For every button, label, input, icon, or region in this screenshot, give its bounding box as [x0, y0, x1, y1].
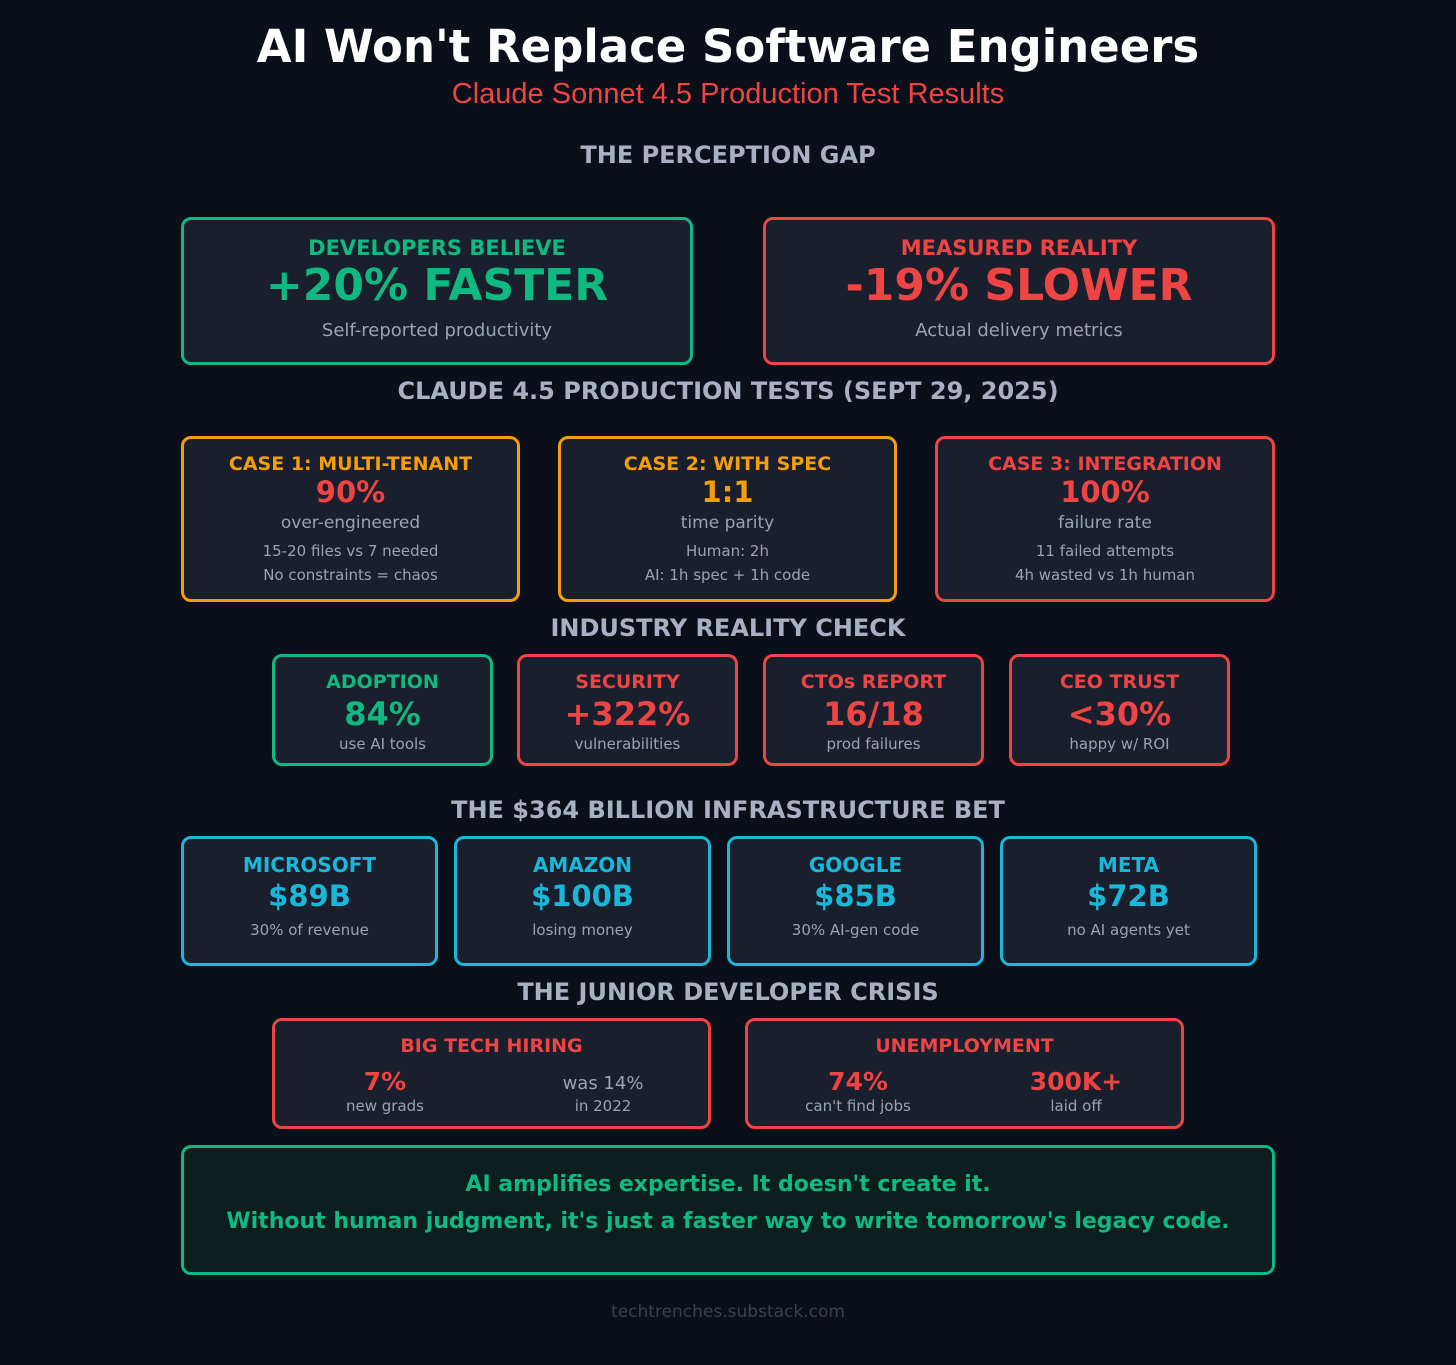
section-title-perception: THE PERCEPTION GAP — [580, 141, 876, 169]
stat-card-ctos: CTOs REPORT 16/18 prod failures — [763, 654, 984, 766]
case-detail: No constraints = chaos — [263, 566, 438, 584]
stat-card-ceo-trust: CEO TRUST <30% happy w/ ROI — [1009, 654, 1230, 766]
card-value: -19% SLOWER — [845, 260, 1193, 311]
case-detail: 4h wasted vs 1h human — [1014, 566, 1196, 584]
stat-label: CEO TRUST — [1059, 671, 1180, 693]
card-label: UNEMPLOYMENT — [875, 1035, 1054, 1057]
company-desc: 30% of revenue — [250, 921, 369, 939]
company-value: $85B — [814, 879, 897, 913]
stat-label: ADOPTION — [326, 671, 439, 693]
footer-credit: techtrenches.substack.com — [611, 1302, 845, 1322]
card-label: DEVELOPERS BELIEVE — [308, 236, 566, 260]
company-card-amazon: AMAZON $100B losing money — [454, 836, 711, 966]
page-subtitle: Claude Sonnet 4.5 Production Test Result… — [451, 78, 1005, 110]
stat-value: 84% — [344, 695, 421, 733]
stat-card-security: SECURITY +322% vulnerabilities — [517, 654, 738, 766]
stat-value: +322% — [564, 695, 691, 733]
case-label: CASE 3: INTEGRATION — [988, 453, 1222, 475]
card-note: Actual delivery metrics — [915, 320, 1123, 341]
unemployment-value-right: 300K+ — [1029, 1067, 1123, 1096]
section-title-infra: THE $364 BILLION INFRASTRUCTURE BET — [451, 796, 1005, 824]
stat-desc: vulnerabilities — [574, 735, 681, 753]
company-label: AMAZON — [532, 853, 633, 877]
case-detail: Human: 2h — [686, 542, 769, 560]
conclusion-line-1: AI amplifies expertise. It doesn't creat… — [465, 1172, 991, 1197]
case-card-2: CASE 2: WITH SPEC 1:1 time parity Human:… — [558, 436, 897, 602]
card-developers-believe: DEVELOPERS BELIEVE +20% FASTER Self-repo… — [181, 217, 693, 365]
section-title-tests: CLAUDE 4.5 PRODUCTION TESTS (SEPT 29, 20… — [397, 377, 1059, 405]
case-value: 1:1 — [701, 475, 754, 509]
card-unemployment: UNEMPLOYMENT 74% can't find jobs 300K+ l… — [745, 1018, 1184, 1129]
case-detail: AI: 1h spec + 1h code — [644, 566, 811, 584]
hiring-desc-right: in 2022 — [574, 1097, 632, 1115]
case-desc: time parity — [680, 513, 775, 533]
hiring-value-left: 7% — [363, 1067, 407, 1096]
company-card-microsoft: MICROSOFT $89B 30% of revenue — [181, 836, 438, 966]
company-desc: no AI agents yet — [1067, 921, 1190, 939]
stat-card-adoption: ADOPTION 84% use AI tools — [272, 654, 493, 766]
company-desc: losing money — [532, 921, 633, 939]
hiring-value-right: was 14% — [562, 1073, 644, 1094]
company-value: $100B — [531, 879, 634, 913]
conclusion-line-2: Without human judgment, it's just a fast… — [226, 1209, 1230, 1234]
case-card-3: CASE 3: INTEGRATION 100% failure rate 11… — [935, 436, 1275, 602]
company-card-google: GOOGLE $85B 30% AI-gen code — [727, 836, 984, 966]
case-detail: 15-20 files vs 7 needed — [262, 542, 439, 560]
stat-desc: happy w/ ROI — [1069, 735, 1170, 753]
conclusion-box: AI amplifies expertise. It doesn't creat… — [181, 1145, 1275, 1275]
card-value: +20% FASTER — [265, 260, 609, 311]
stat-desc: use AI tools — [339, 735, 426, 753]
stat-desc: prod failures — [826, 735, 921, 753]
company-desc: 30% AI-gen code — [791, 921, 920, 939]
card-measured-reality: MEASURED REALITY -19% SLOWER Actual deli… — [763, 217, 1275, 365]
company-value: $89B — [268, 879, 351, 913]
hiring-desc-left: new grads — [346, 1097, 424, 1115]
case-label: CASE 2: WITH SPEC — [623, 453, 832, 475]
page-title: AI Won't Replace Software Engineers — [256, 20, 1200, 73]
company-card-meta: META $72B no AI agents yet — [1000, 836, 1257, 966]
company-value: $72B — [1087, 879, 1170, 913]
case-desc: failure rate — [1058, 513, 1152, 533]
case-value: 100% — [1060, 475, 1150, 509]
stat-value: <30% — [1067, 695, 1172, 733]
unemployment-desc-left: can't find jobs — [805, 1097, 911, 1115]
case-detail: 11 failed attempts — [1035, 542, 1175, 560]
case-value: 90% — [315, 475, 386, 509]
case-card-1: CASE 1: MULTI-TENANT 90% over-engineered… — [181, 436, 520, 602]
company-label: META — [1097, 853, 1160, 877]
stat-label: CTOs REPORT — [800, 671, 947, 693]
stat-label: SECURITY — [575, 671, 680, 693]
unemployment-value-left: 74% — [828, 1067, 888, 1096]
stat-value: 16/18 — [823, 695, 924, 733]
card-label: BIG TECH HIRING — [400, 1035, 583, 1057]
company-label: MICROSOFT — [242, 853, 377, 877]
card-big-tech-hiring: BIG TECH HIRING 7% new grads was 14% in … — [272, 1018, 711, 1129]
company-label: GOOGLE — [808, 853, 903, 877]
card-label: MEASURED REALITY — [900, 236, 1138, 260]
section-title-industry: INDUSTRY REALITY CHECK — [550, 614, 906, 642]
card-note: Self-reported productivity — [321, 320, 553, 341]
section-title-junior: THE JUNIOR DEVELOPER CRISIS — [517, 978, 939, 1006]
case-label: CASE 1: MULTI-TENANT — [228, 453, 473, 475]
unemployment-desc-right: laid off — [1050, 1097, 1102, 1115]
case-desc: over-engineered — [280, 513, 421, 533]
